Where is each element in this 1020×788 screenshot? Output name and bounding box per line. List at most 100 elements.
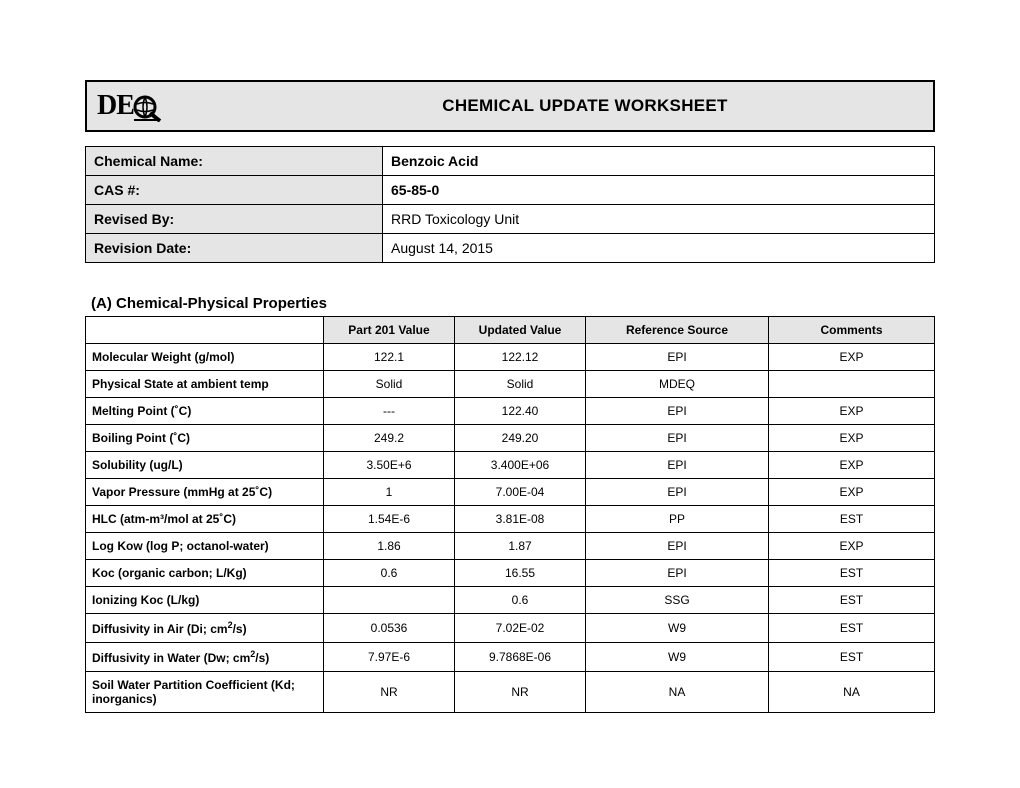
table-row: Log Kow (log P; octanol-water)1.861.87EP…	[86, 533, 935, 560]
updated-value: Solid	[455, 371, 586, 398]
updated-value: 0.6	[455, 587, 586, 614]
deq-logo: DE	[97, 90, 164, 122]
table-row: Physical State at ambient tempSolidSolid…	[86, 371, 935, 398]
col-empty	[86, 317, 324, 344]
updated-value: 122.40	[455, 398, 586, 425]
part201-value: 1.86	[324, 533, 455, 560]
label-cas: CAS #:	[86, 176, 383, 205]
reference-source: EPI	[586, 344, 769, 371]
updated-value: 9.7868E-06	[455, 643, 586, 672]
property-label: Vapor Pressure (mmHg at 25˚C)	[86, 479, 324, 506]
logo-text: DE	[97, 90, 134, 122]
comments: EST	[769, 614, 935, 643]
comments: EXP	[769, 452, 935, 479]
globe-q-icon	[132, 94, 164, 122]
part201-value: 1.54E-6	[324, 506, 455, 533]
table-row: Molecular Weight (g/mol)122.1122.12EPIEX…	[86, 344, 935, 371]
part201-value: 7.97E-6	[324, 643, 455, 672]
updated-value: NR	[455, 672, 586, 713]
comments: EST	[769, 560, 935, 587]
updated-value: 7.00E-04	[455, 479, 586, 506]
logo-cell: DE	[86, 81, 237, 131]
table-row: Koc (organic carbon; L/Kg)0.616.55EPIEST	[86, 560, 935, 587]
updated-value: 122.12	[455, 344, 586, 371]
value-revised-by: RRD Toxicology Unit	[383, 205, 935, 234]
comments: EST	[769, 587, 935, 614]
col-comments: Comments	[769, 317, 935, 344]
value-revision-date: August 14, 2015	[383, 234, 935, 263]
value-cas: 65-85-0	[383, 176, 935, 205]
reference-source: SSG	[586, 587, 769, 614]
reference-source: EPI	[586, 560, 769, 587]
value-chemical-name: Benzoic Acid	[383, 147, 935, 176]
property-label: HLC (atm-m³/mol at 25˚C)	[86, 506, 324, 533]
label-revised-by: Revised By:	[86, 205, 383, 234]
reference-source: EPI	[586, 425, 769, 452]
part201-value	[324, 587, 455, 614]
part201-value: Solid	[324, 371, 455, 398]
worksheet-title: CHEMICAL UPDATE WORKSHEET	[237, 81, 934, 131]
updated-value: 3.81E-08	[455, 506, 586, 533]
comments: EXP	[769, 398, 935, 425]
property-label: Physical State at ambient temp	[86, 371, 324, 398]
col-part201: Part 201 Value	[324, 317, 455, 344]
property-label: Koc (organic carbon; L/Kg)	[86, 560, 324, 587]
label-revision-date: Revision Date:	[86, 234, 383, 263]
property-label: Melting Point (˚C)	[86, 398, 324, 425]
reference-source: PP	[586, 506, 769, 533]
reference-source: NA	[586, 672, 769, 713]
comments: EST	[769, 643, 935, 672]
chemical-info-table: Chemical Name: Benzoic Acid CAS #: 65-85…	[85, 146, 935, 263]
properties-table: Part 201 Value Updated Value Reference S…	[85, 316, 935, 713]
reference-source: EPI	[586, 452, 769, 479]
property-label: Diffusivity in Water (Dw; cm2/s)	[86, 643, 324, 672]
part201-value: 3.50E+6	[324, 452, 455, 479]
comments: NA	[769, 672, 935, 713]
part201-value: 249.2	[324, 425, 455, 452]
section-a-title: (A) Chemical-Physical Properties	[91, 295, 935, 312]
part201-value: ---	[324, 398, 455, 425]
properties-header-row: Part 201 Value Updated Value Reference S…	[86, 317, 935, 344]
table-row: Vapor Pressure (mmHg at 25˚C)17.00E-04EP…	[86, 479, 935, 506]
part201-value: 122.1	[324, 344, 455, 371]
table-row: Melting Point (˚C)---122.40EPIEXP	[86, 398, 935, 425]
part201-value: NR	[324, 672, 455, 713]
comments	[769, 371, 935, 398]
part201-value: 1	[324, 479, 455, 506]
updated-value: 3.400E+06	[455, 452, 586, 479]
updated-value: 16.55	[455, 560, 586, 587]
property-label: Log Kow (log P; octanol-water)	[86, 533, 324, 560]
comments: EXP	[769, 344, 935, 371]
comments: EXP	[769, 479, 935, 506]
property-label: Boiling Point (˚C)	[86, 425, 324, 452]
property-label: Diffusivity in Air (Di; cm2/s)	[86, 614, 324, 643]
reference-source: EPI	[586, 398, 769, 425]
table-row: Boiling Point (˚C)249.2249.20EPIEXP	[86, 425, 935, 452]
col-updated: Updated Value	[455, 317, 586, 344]
reference-source: EPI	[586, 479, 769, 506]
updated-value: 1.87	[455, 533, 586, 560]
col-reference: Reference Source	[586, 317, 769, 344]
comments: EXP	[769, 425, 935, 452]
label-chemical-name: Chemical Name:	[86, 147, 383, 176]
reference-source: W9	[586, 614, 769, 643]
property-label: Molecular Weight (g/mol)	[86, 344, 324, 371]
updated-value: 249.20	[455, 425, 586, 452]
updated-value: 7.02E-02	[455, 614, 586, 643]
table-row: Soil Water Partition Coefficient (Kd; in…	[86, 672, 935, 713]
part201-value: 0.0536	[324, 614, 455, 643]
reference-source: EPI	[586, 533, 769, 560]
table-row: HLC (atm-m³/mol at 25˚C)1.54E-63.81E-08P…	[86, 506, 935, 533]
property-label: Soil Water Partition Coefficient (Kd; in…	[86, 672, 324, 713]
header-table: DE CHEMICAL UPDATE WORKSHEET	[85, 80, 935, 132]
comments: EXP	[769, 533, 935, 560]
reference-source: W9	[586, 643, 769, 672]
property-label: Solubility (ug/L)	[86, 452, 324, 479]
worksheet-page: DE CHEMICAL UPDATE WORKSHEET Chemical Na…	[0, 0, 1020, 753]
table-row: Solubility (ug/L)3.50E+63.400E+06EPIEXP	[86, 452, 935, 479]
property-label: Ionizing Koc (L/kg)	[86, 587, 324, 614]
part201-value: 0.6	[324, 560, 455, 587]
reference-source: MDEQ	[586, 371, 769, 398]
table-row: Ionizing Koc (L/kg) 0.6SSGEST	[86, 587, 935, 614]
comments: EST	[769, 506, 935, 533]
